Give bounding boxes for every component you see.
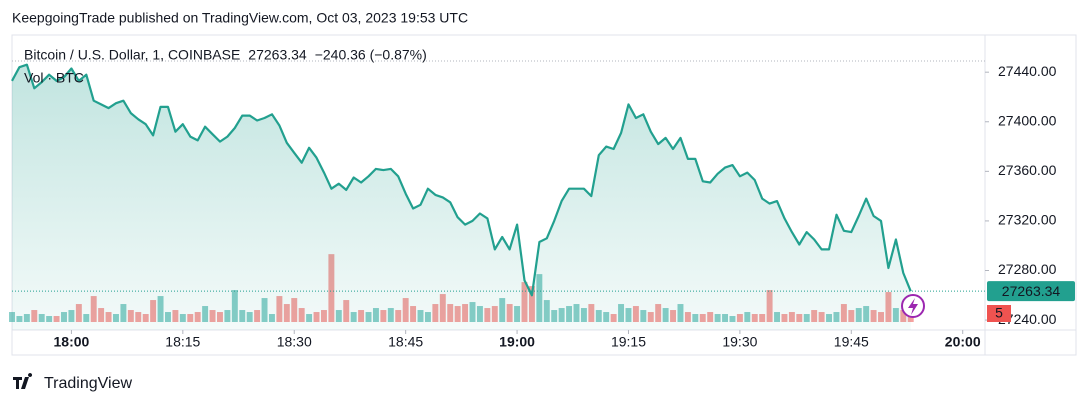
legend-change: −240.36 (−0.87%) xyxy=(315,47,427,63)
price-tag xyxy=(987,281,1075,302)
y-tick-label: 27320.00 xyxy=(998,212,1057,228)
x-tick-label: 20:00 xyxy=(945,334,981,350)
volume-legend: Vol · BTC xyxy=(24,70,84,86)
price-area xyxy=(12,64,911,330)
legend-title: Bitcoin / U.S. Dollar, 1, COINBASE xyxy=(24,47,240,63)
x-tick-label: 19:30 xyxy=(722,334,757,350)
y-tick-label: 27280.00 xyxy=(998,261,1057,277)
x-tick-label: 19:00 xyxy=(499,334,535,350)
x-tick-label: 18:30 xyxy=(277,334,312,350)
legend-price: 27263.34 xyxy=(248,47,307,63)
y-tick-label: 27240.00 xyxy=(998,311,1057,327)
x-tick-label: 18:00 xyxy=(54,334,90,350)
y-tick-label: 27360.00 xyxy=(998,162,1057,178)
x-tick-label: 18:45 xyxy=(388,334,423,350)
x-tick-label: 19:15 xyxy=(611,334,646,350)
price-tag-label: 27263.34 xyxy=(1002,283,1061,299)
y-tick-label: 27440.00 xyxy=(998,63,1057,79)
lightning-icon[interactable] xyxy=(901,294,925,318)
x-tick-label: 18:15 xyxy=(165,334,200,350)
volume-tag-label: 5 xyxy=(995,305,1003,321)
plot xyxy=(9,63,914,330)
x-tick-label: 19:45 xyxy=(834,334,869,350)
attribution: KeepgoingTrade published on TradingView.… xyxy=(12,10,468,26)
y-tick-label: 27400.00 xyxy=(998,112,1057,128)
logo-text: TradingView xyxy=(44,375,132,392)
logo xyxy=(13,373,33,389)
volume-tag xyxy=(987,305,1011,322)
price-line xyxy=(11,63,912,297)
